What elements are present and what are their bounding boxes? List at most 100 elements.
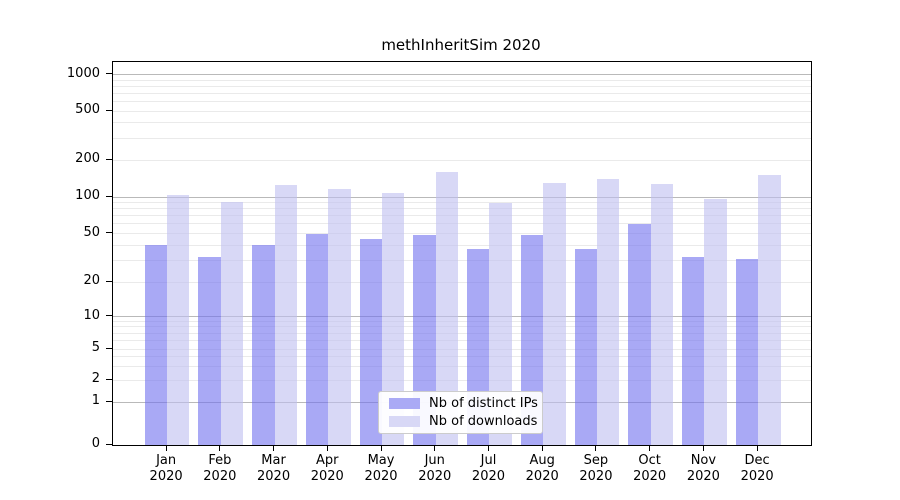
legend-label-distinct-ips: Nb of distinct IPs (429, 396, 538, 411)
gridline-minor (113, 202, 811, 204)
bar-downloads-nov (704, 198, 727, 445)
y-tick-label: 50 (83, 224, 100, 240)
legend-swatch-distinct-ips (389, 398, 420, 409)
bar-distinct-ips-apr (305, 233, 329, 445)
gridline-minor (113, 379, 811, 381)
y-tick-label: 1000 (66, 65, 100, 81)
x-tick-label-feb: Feb 2020 (193, 453, 247, 485)
y-tick-label: 5 (91, 340, 100, 355)
x-tick-label-apr: Apr 2020 (300, 453, 354, 485)
y-tick-label: 2 (91, 371, 100, 386)
gridline-minor (113, 100, 811, 102)
x-axis-tick (756, 445, 758, 451)
y-axis-tick (106, 378, 112, 380)
y-axis-tick (106, 158, 112, 160)
bar-downloads-dec (758, 174, 781, 445)
y-tick-label: 10 (83, 307, 100, 323)
gridline-minor (113, 223, 811, 225)
gridline-minor (113, 208, 811, 210)
gridline-minor (113, 356, 811, 358)
gridline-minor (113, 122, 811, 124)
y-axis-tick (106, 443, 112, 445)
x-tick-label-year: 2020 (203, 469, 237, 484)
bar-downloads-apr (328, 188, 351, 445)
x-tick-label-year: 2020 (471, 469, 506, 484)
x-tick-label-year: 2020 (364, 469, 398, 484)
bar-downloads-jan (167, 194, 190, 445)
y-tick-label: 500 (75, 102, 100, 117)
bar-downloads-feb (220, 201, 244, 445)
gridline-minor (113, 159, 811, 161)
y-axis-tick (106, 280, 112, 282)
legend: Nb of distinct IPs Nb of downloads (378, 391, 543, 434)
x-tick-label-jun: Jun 2020 (408, 453, 462, 485)
plot-area (112, 61, 812, 446)
gridline-minor (113, 137, 811, 139)
x-axis-tick (434, 445, 436, 451)
bar-distinct-ips-may (359, 239, 382, 445)
x-tick-label-jan: Jan 2020 (139, 453, 193, 485)
x-tick-label-sep: Sep 2020 (569, 453, 623, 485)
y-axis-tick (106, 315, 112, 316)
chart-title: methInheritSim 2020 (381, 36, 541, 54)
x-tick-label-oct: Oct 2020 (623, 453, 677, 485)
y-axis-tick (106, 232, 112, 233)
x-tick-label-dec: Dec 2020 (730, 453, 784, 485)
x-axis-tick (702, 445, 704, 451)
x-tick-label-year: 2020 (310, 469, 344, 484)
y-tick-label: 100 (75, 188, 100, 203)
x-tick-label-aug: Aug 2020 (515, 453, 569, 485)
gridline-minor (113, 92, 811, 94)
x-axis-tick (273, 445, 275, 451)
legend-swatch-downloads (389, 416, 420, 427)
bar-downloads-may (382, 193, 405, 445)
gridline-minor (113, 365, 811, 367)
bar-distinct-ips-jan (144, 245, 168, 445)
gridline-minor (113, 215, 811, 217)
y-axis-tick (106, 347, 112, 349)
gridline-minor (113, 281, 811, 283)
x-axis-tick (380, 445, 382, 451)
x-axis-tick (595, 445, 597, 451)
gridline-major (113, 74, 811, 75)
x-tick-label-year: 2020 (740, 469, 774, 484)
gridline-minor (113, 260, 811, 262)
bar-distinct-ips-mar (252, 245, 275, 445)
x-tick-label-year: 2020 (579, 469, 613, 484)
gridline-major (113, 196, 811, 198)
gridline-minor (113, 244, 811, 246)
x-axis-tick (219, 445, 221, 451)
x-tick-label-year: 2020 (633, 469, 667, 484)
x-axis-tick (541, 445, 543, 451)
y-axis-tick (106, 195, 112, 197)
gridline-minor (113, 326, 811, 328)
legend-label-downloads: Nb of downloads (429, 414, 538, 429)
y-tick-label: 1 (91, 393, 100, 408)
gridline-major (113, 316, 811, 317)
bar-distinct-ips-dec (735, 258, 759, 445)
bar-distinct-ips-oct (628, 223, 651, 445)
gridline-minor (113, 85, 811, 87)
x-axis-tick (326, 445, 328, 451)
y-tick-label: 0 (91, 436, 100, 451)
gridline-minor (113, 79, 811, 81)
x-tick-label-year: 2020 (418, 469, 452, 484)
legend-item-distinct-ips: Nb of distinct IPs (389, 396, 538, 411)
x-tick-label-jul: Jul 2020 (461, 453, 515, 485)
x-tick-label-year: 2020 (257, 469, 291, 484)
x-tick-label-mar: Mar 2020 (247, 453, 301, 485)
y-tick-label: 200 (75, 151, 100, 166)
x-axis-tick (165, 445, 167, 451)
legend-item-downloads: Nb of downloads (389, 414, 538, 429)
bar-downloads-oct (650, 184, 674, 445)
x-tick-label-nov: Nov 2020 (676, 453, 730, 485)
gridline-minor (113, 348, 811, 350)
y-axis-tick (106, 400, 112, 402)
bar-distinct-ips-nov (682, 257, 705, 445)
bar-downloads-mar (274, 184, 297, 445)
x-axis-tick (649, 445, 651, 451)
gridline-minor (113, 332, 811, 334)
bar-downloads-jun (435, 171, 459, 445)
bar-downloads-aug (543, 182, 566, 445)
